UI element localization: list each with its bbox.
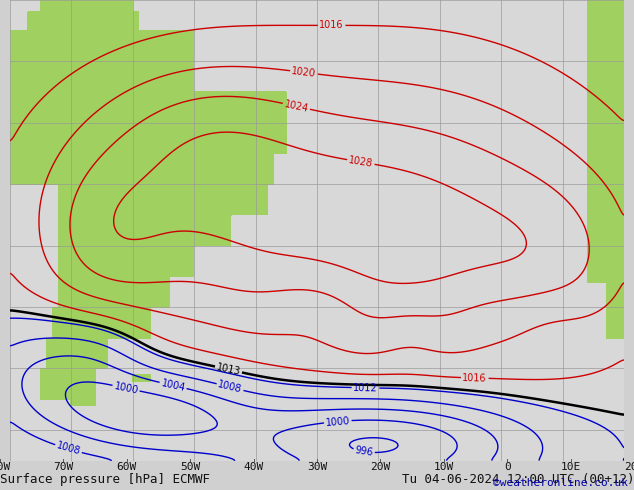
Text: 60W: 60W	[117, 462, 137, 472]
Text: ©weatheronline.co.uk: ©weatheronline.co.uk	[493, 478, 628, 488]
Text: 40W: 40W	[243, 462, 264, 472]
Text: 996: 996	[354, 445, 374, 458]
Text: 1008: 1008	[217, 379, 243, 395]
Text: 1016: 1016	[320, 21, 344, 30]
Text: Tu 04-06-2024 12:00 UTC (00+12): Tu 04-06-2024 12:00 UTC (00+12)	[401, 473, 634, 486]
Text: 10E: 10E	[560, 462, 581, 472]
Text: 1000: 1000	[325, 416, 351, 427]
Text: 1008: 1008	[55, 441, 82, 457]
Text: 50W: 50W	[180, 462, 200, 472]
Text: 1013: 1013	[216, 362, 242, 377]
Text: 1024: 1024	[283, 99, 309, 114]
Text: 1004: 1004	[160, 378, 186, 393]
Text: 1020: 1020	[291, 66, 317, 79]
Text: 20W: 20W	[370, 462, 391, 472]
Text: 20E: 20E	[624, 462, 634, 472]
Text: 80W: 80W	[0, 462, 10, 472]
Text: 30W: 30W	[307, 462, 327, 472]
Text: 0: 0	[504, 462, 510, 472]
Text: 1000: 1000	[113, 381, 139, 395]
Text: 1016: 1016	[462, 372, 487, 383]
Text: Surface pressure [hPa] ECMWF: Surface pressure [hPa] ECMWF	[0, 473, 210, 486]
Text: 10W: 10W	[434, 462, 454, 472]
Text: 1028: 1028	[348, 155, 374, 169]
Text: 1012: 1012	[353, 383, 378, 393]
Text: 70W: 70W	[53, 462, 74, 472]
